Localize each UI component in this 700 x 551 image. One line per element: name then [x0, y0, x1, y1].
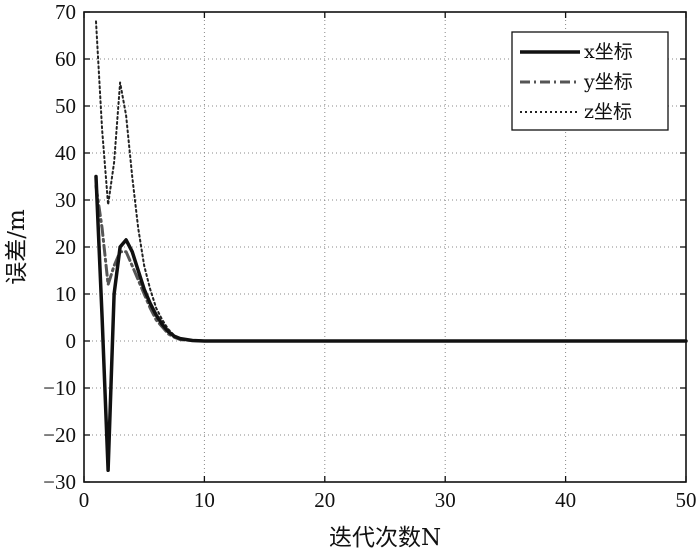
x-tick-label: 30 — [435, 488, 456, 512]
y-tick-label: 10 — [55, 282, 76, 306]
ticks — [83, 11, 687, 483]
legend: x坐标 y坐标 z坐标 — [511, 31, 669, 131]
x-axis-title: 迭代次数N — [329, 525, 441, 551]
legend-label-x: x坐标 — [584, 41, 633, 63]
y-axis-title: 误差/m — [4, 209, 30, 285]
series-line-x — [94, 174, 688, 473]
y-tick-label: 40 — [55, 141, 76, 165]
legend-label-z: z坐标 — [584, 101, 632, 123]
y-tick-label: 50 — [55, 94, 76, 118]
y-tick-label: 20 — [55, 235, 76, 259]
x-tick-label: 10 — [194, 488, 215, 512]
y-tick-label: 30 — [55, 188, 76, 212]
tick-labels: 0 10 20 30 40 50 70 60 50 40 30 20 10 0 −10 −20 −30 — [43, 0, 696, 512]
y-tick-label: 0 — [66, 329, 77, 353]
legend-box — [511, 31, 669, 131]
y-tick-label: 70 — [55, 0, 76, 24]
y-tick-label: −10 — [43, 376, 76, 400]
x-tick-label: 20 — [314, 488, 335, 512]
y-tick-label: −20 — [43, 423, 76, 447]
legend-label-y: y坐标 — [583, 71, 633, 93]
x-tick-label: 50 — [676, 488, 697, 512]
series-layer — [94, 20, 688, 473]
grid — [84, 12, 686, 482]
x-tick-label: 40 — [555, 488, 576, 512]
y-tick-label: 60 — [55, 47, 76, 71]
x-tick-label: 0 — [79, 488, 90, 512]
y-tick-label: −30 — [43, 470, 76, 494]
